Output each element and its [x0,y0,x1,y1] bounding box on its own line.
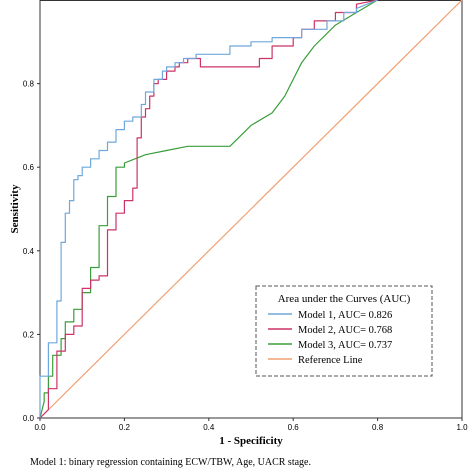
x-tick-label: 0.2 [119,423,131,432]
legend-label: Model 3, AUC= 0.737 [298,340,392,351]
series-line-model-2 [39,0,378,419]
x-tick-label: 0.0 [34,423,46,432]
y-tick-label: 0.8 [23,80,35,89]
footnote: Model 1: binary regression containing EC… [30,457,311,468]
x-tick-label: 1.0 [456,423,468,432]
plot-area: 0.0 0.2 0.4 0.6 0.8 1.0 0.0 0.2 0.4 0.6 0.8 [23,0,468,432]
y-tick-label: 0.4 [23,247,35,256]
series-layer [39,0,463,419]
x-axis-ticks: 0.0 0.2 0.4 0.6 0.8 1.0 [34,418,468,432]
x-tick-label: 0.4 [203,423,215,432]
legend-label: Model 2, AUC= 0.768 [298,325,392,336]
y-tick-label: 0.6 [23,163,35,172]
series-line-reference [39,0,463,419]
y-axis-ticks: 0.0 0.2 0.4 0.6 0.8 [23,80,40,423]
legend: Area under the Curves (AUC) Model 1, AUC… [255,285,433,377]
legend-label: Model 1, AUC= 0.826 [298,310,392,321]
y-tick-label: 0.2 [23,330,35,339]
legend-items: Model 1, AUC= 0.826 Model 2, AUC= 0.768 Mo… [268,310,392,366]
series-line-model-3 [39,0,378,419]
y-tick-label: 0.0 [23,414,35,423]
series-line-model-1 [39,0,378,418]
legend-box [255,285,433,377]
y-axis-title: Sensitivity [9,184,21,233]
x-tick-label: 0.6 [288,423,300,432]
legend-title: Area under the Curves (AUC) [278,293,411,305]
x-axis-title: 1 - Specificity [219,435,283,447]
legend-label: Reference Line [298,355,363,366]
x-tick-label: 0.8 [372,423,384,432]
plot-frame [39,0,463,419]
